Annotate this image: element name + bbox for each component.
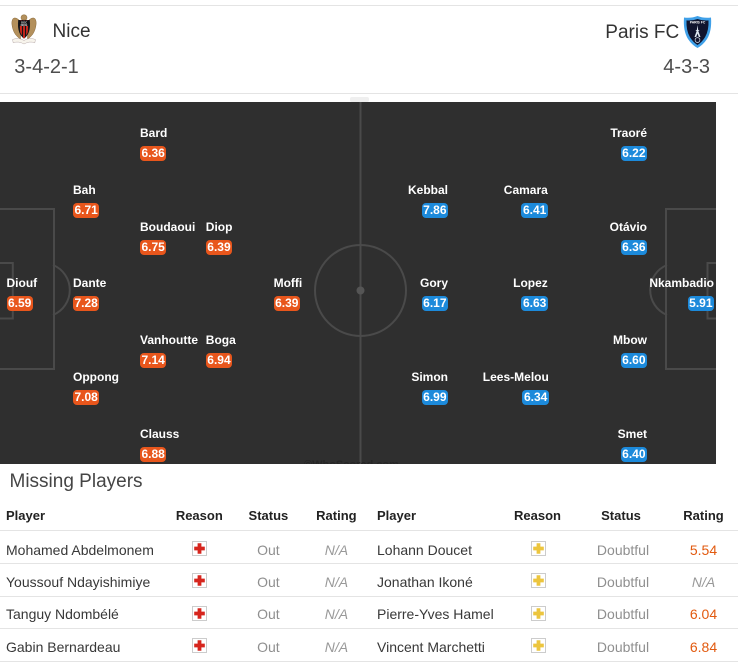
svg-text:OGC: OGC — [21, 20, 27, 24]
svg-text:NICE: NICE — [21, 23, 28, 27]
svg-text:PARIS FC: PARIS FC — [690, 20, 706, 24]
